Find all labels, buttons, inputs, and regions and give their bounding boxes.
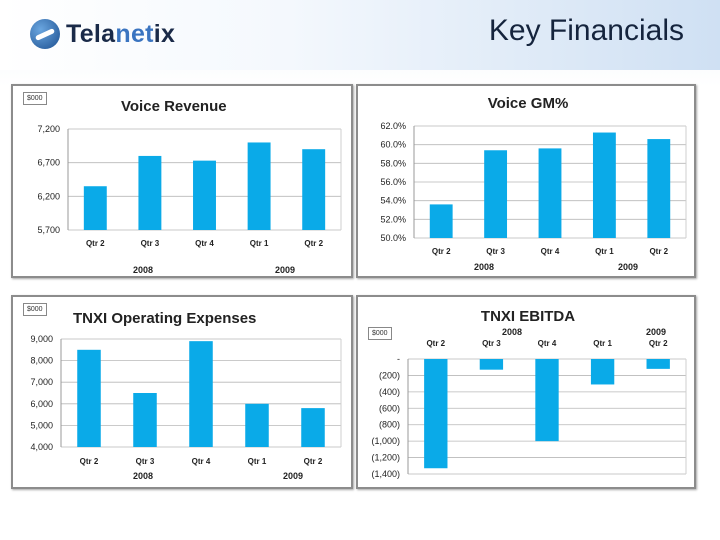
year-label: 2009	[275, 265, 295, 275]
x-tick-label: Qtr 3	[486, 247, 505, 256]
unit-label: $000	[23, 303, 47, 316]
y-tick-label: 50.0%	[380, 233, 406, 243]
y-tick-label: 8,000	[30, 356, 53, 366]
bar	[133, 393, 157, 447]
y-tick-label: (1,200)	[371, 453, 400, 463]
unit-label: $000	[368, 327, 392, 340]
bar	[424, 359, 448, 469]
y-tick-label: 52.0%	[380, 214, 406, 224]
x-tick-label: Qtr 1	[595, 247, 614, 256]
logo-globe-icon	[30, 19, 60, 49]
bar	[484, 150, 508, 238]
y-tick-label: 6,000	[30, 399, 53, 409]
year-label: 2008	[133, 265, 153, 275]
unit-label: $000	[23, 92, 47, 105]
x-tick-label: Qtr 2	[304, 239, 323, 248]
x-tick-label: Qtr 1	[593, 339, 612, 348]
chart-title: Voice Revenue	[121, 98, 227, 115]
ebitda-chart: TNXI EBITDA - (200) (400) (600) (800) (1,000) (…	[371, 308, 687, 479]
bar	[138, 155, 162, 230]
bar	[535, 359, 559, 442]
bar	[590, 359, 615, 385]
y-tick-label: 56.0%	[380, 177, 406, 187]
bar	[189, 341, 213, 447]
x-tick-label: Qtr 4	[541, 247, 560, 256]
y-tick-label: 5,000	[30, 420, 53, 430]
y-tick-label: 62.0%	[380, 121, 406, 131]
year-label: 2008	[133, 471, 153, 481]
x-tick-label: Qtr 2	[649, 247, 668, 256]
y-tick-label: (200)	[379, 370, 400, 380]
bar	[538, 148, 562, 238]
bar	[83, 186, 107, 230]
chart-title: Voice GM%	[488, 95, 569, 112]
x-tick-label: Qtr 2	[649, 339, 668, 348]
y-tick-label: 6,700	[37, 158, 60, 168]
bar	[592, 132, 616, 238]
x-tick-label: Qtr 3	[482, 339, 501, 348]
bar	[77, 349, 101, 447]
chart-title: TNXI Operating Expenses	[73, 310, 256, 327]
year-label: 2009	[283, 471, 303, 481]
bar	[646, 359, 670, 369]
x-tick-label: Qtr 2	[86, 239, 105, 248]
x-tick-label: Qtr 1	[248, 457, 267, 466]
y-tick-label: 6,200	[37, 191, 60, 201]
x-tick-label: Qtr 4	[192, 457, 211, 466]
y-tick-label: 5,700	[37, 225, 60, 235]
chart-title: TNXI EBITDA	[481, 308, 575, 325]
bar	[479, 359, 504, 370]
x-tick-label: Qtr 3	[141, 239, 160, 248]
operating-expenses-chart: TNXI Operating Expenses 9,000 8,000 7,000 6,…	[30, 310, 342, 481]
x-tick-label: Qtr 2	[80, 457, 99, 466]
year-label: 2008	[474, 262, 494, 272]
bar	[301, 408, 325, 447]
chart-panel-ebitda: TNXI EBITDA - (200) (400) (600) (800) (1,000) (…	[356, 295, 696, 489]
bar	[247, 142, 271, 230]
page-title: Key Financials	[488, 14, 684, 47]
chart-panel-operating-expenses: TNXI Operating Expenses 9,000 8,000 7,000 6,…	[11, 295, 353, 489]
y-tick-label: 7,200	[37, 124, 60, 134]
year-label: 2009	[618, 262, 638, 272]
logo-wordmark: Telanetix	[66, 19, 176, 48]
voice-revenue-chart: Voice Revenue 7,200 6,700 6,200 5,700 Qtr 2 Qt…	[37, 98, 342, 275]
x-tick-label: Qtr 3	[136, 457, 155, 466]
x-tick-label: Qtr 2	[426, 339, 445, 348]
bar	[193, 160, 216, 230]
voice-gm-chart: Voice GM% 62.0% 60.0% 58.0% 56.0% 54.0% 52.0% 5…	[380, 95, 687, 272]
bar	[302, 149, 326, 230]
y-tick-label: (1,000)	[371, 436, 400, 446]
y-tick-label: 54.0%	[380, 196, 406, 206]
y-tick-label: (800)	[379, 420, 400, 430]
bar	[429, 204, 453, 238]
telanetix-logo: Telanetix	[30, 16, 175, 52]
x-tick-label: Qtr 4	[538, 339, 557, 348]
y-tick-label: 7,000	[30, 377, 53, 387]
header-bar	[0, 0, 720, 70]
y-tick-label: -	[397, 354, 400, 364]
x-tick-label: Qtr 1	[250, 239, 269, 248]
y-tick-label: (600)	[379, 403, 400, 413]
x-tick-label: Qtr 2	[432, 247, 451, 256]
chart-panel-voice-gm: Voice GM% 62.0% 60.0% 58.0% 56.0% 54.0% 52.0% 5…	[356, 84, 696, 278]
year-label: 2009	[646, 327, 666, 337]
bar	[245, 403, 269, 447]
x-tick-label: Qtr 4	[195, 239, 214, 248]
y-tick-label: 4,000	[30, 442, 53, 452]
y-tick-label: (400)	[379, 387, 400, 397]
bar	[647, 139, 671, 238]
y-tick-label: 60.0%	[380, 140, 406, 150]
y-tick-label: 58.0%	[380, 158, 406, 168]
year-label: 2008	[502, 327, 522, 337]
y-tick-label: 9,000	[30, 334, 53, 344]
x-tick-label: Qtr 2	[304, 457, 323, 466]
y-tick-label: (1,400)	[371, 469, 400, 479]
chart-panel-voice-revenue: Voice Revenue 7,200 6,700 6,200 5,700 Qtr 2 Qt…	[11, 84, 353, 278]
